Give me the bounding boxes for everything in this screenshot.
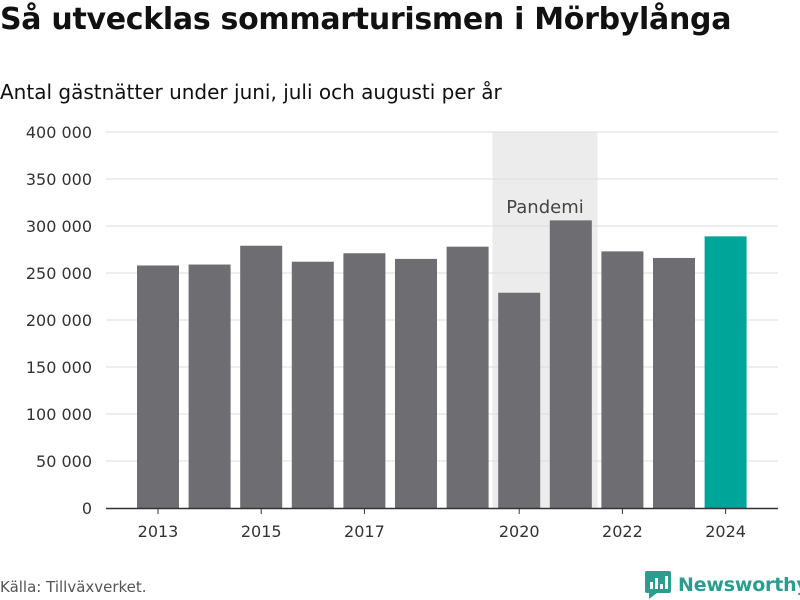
bar-2022	[601, 251, 644, 508]
bar-2021	[549, 220, 592, 509]
bar-2016	[291, 261, 334, 508]
chart-subtitle: Antal gästnätter under juni, juli och au…	[0, 80, 502, 104]
y-tick-label: 350 000	[26, 170, 92, 189]
y-tick-label: 300 000	[26, 217, 92, 236]
bar-2020	[498, 292, 541, 508]
y-tick-label: 400 000	[26, 123, 92, 142]
brand-logo: Newsworthy	[645, 570, 800, 600]
annotation-label: Pandemi	[506, 197, 584, 218]
y-tick-label: 50 000	[36, 452, 92, 471]
newsworthy-logo-icon	[645, 571, 671, 599]
source-note: Källa: Tillväxverket.	[0, 578, 147, 596]
bar-chart: 0 50 000 100 000 150 000 200 000 250 000 300 0…	[26, 123, 778, 541]
bar-2017	[343, 253, 386, 508]
bar-2024	[704, 236, 747, 508]
x-tick-label: 2022	[602, 522, 643, 541]
x-tick-label: 2017	[344, 522, 385, 541]
x-tick-label: 2024	[705, 522, 746, 541]
bar-2013	[137, 265, 179, 508]
bar-2023	[653, 257, 695, 508]
x-tick-label: 2020	[499, 522, 540, 541]
y-tick-label: 150 000	[26, 358, 92, 377]
bar-2018	[395, 258, 437, 508]
x-tick-label: 2013	[138, 522, 179, 541]
y-tick-label: 100 000	[26, 405, 92, 424]
y-tick-label: 200 000	[26, 311, 92, 330]
bar-2015	[240, 245, 283, 509]
bar-2019	[446, 246, 489, 508]
chart-title: Så utvecklas sommarturismen i Mörbylånga	[0, 2, 732, 37]
y-tick-label: 250 000	[26, 264, 92, 283]
x-tick-label: 2015	[241, 522, 282, 541]
bar-2014	[188, 264, 231, 508]
y-tick-label: 0	[82, 499, 92, 518]
brand-name: Newsworthy	[678, 574, 800, 596]
